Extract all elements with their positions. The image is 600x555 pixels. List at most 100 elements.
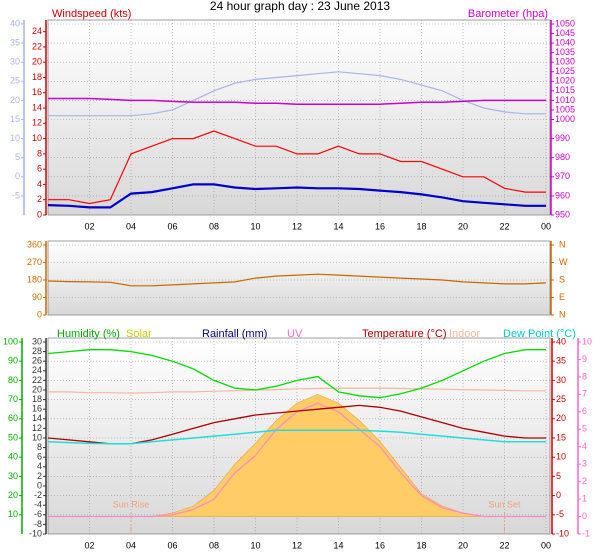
y-tick-label: 10: [10, 133, 20, 143]
x-tick-label: 20: [458, 221, 468, 231]
y-tick-label: N: [559, 309, 566, 319]
y-tick-label: 2: [582, 476, 587, 486]
y-tick-label: 980: [555, 152, 570, 162]
y-tick-label: 1: [582, 493, 587, 503]
x-tick-label: 12: [292, 221, 302, 231]
y-tick-label: 60: [8, 413, 18, 423]
x-tick-label: 10: [250, 540, 260, 550]
y-tick-label: 22: [32, 375, 42, 385]
y-tick-label: 20: [32, 384, 42, 394]
y-tick-label: 0: [37, 480, 42, 490]
line: [47, 183, 546, 209]
y-tick-label: 20: [556, 413, 566, 423]
y-tick-label: 8: [37, 442, 42, 452]
y-tick-label: 2: [37, 471, 42, 481]
y-tick-label: 90: [32, 292, 42, 302]
line: [47, 429, 546, 445]
y-tick-label: 35: [556, 356, 566, 366]
y-tick-label: -5: [12, 190, 20, 200]
y-tick-label: 5: [15, 152, 20, 162]
y-tick-label: 30: [556, 375, 566, 385]
legend-label: Indoor: [449, 328, 481, 340]
y-tick-label: 1000: [555, 114, 575, 124]
y-tick-label: 10: [582, 336, 592, 346]
y-tick-label: 30: [10, 57, 20, 67]
y-tick-label: 3: [582, 459, 587, 469]
y-tick-label: 5: [556, 471, 561, 481]
y-tick-label: 15: [10, 114, 20, 124]
y-tick-label: -6: [34, 509, 42, 519]
y-tick-label: 0: [582, 511, 587, 521]
x-tick-label: 02: [84, 540, 94, 550]
y-tick-label: 20: [32, 57, 42, 67]
y-tick-label: 1050: [555, 18, 575, 28]
y-tick-label: -5: [556, 509, 564, 519]
y-tick-label: 40: [8, 452, 18, 462]
legend-label: UV: [287, 328, 303, 340]
x-tick-label: 20: [458, 540, 468, 550]
y-tick-label: 30: [32, 336, 42, 346]
y-tick-label: 1040: [555, 37, 575, 47]
legend-label: Solar: [126, 328, 152, 340]
legend-label: Dew Point (°C): [503, 328, 576, 340]
y-tick-label: 6: [37, 452, 42, 462]
y-tick-label: 18: [32, 72, 42, 82]
y-tick-label: 40: [10, 18, 20, 28]
y-tick-label: -10: [556, 528, 569, 538]
x-tick-label: 08: [209, 221, 219, 231]
x-tick-label: 04: [126, 221, 136, 231]
y-tick-label: 0: [37, 209, 42, 219]
y-tick-label: 360: [27, 239, 42, 249]
y-tick-label: 1010: [555, 95, 575, 105]
x-tick-label: 02: [84, 221, 94, 231]
y-tick-label: 20: [8, 490, 18, 500]
legend-label: Windspeed (kts): [52, 8, 131, 20]
x-tick-label: 06: [167, 221, 177, 231]
y-tick-label: 10: [556, 452, 566, 462]
y-tick-label: 50: [8, 432, 18, 442]
y-tick-label: 20: [10, 95, 20, 105]
y-tick-label: 1005: [555, 104, 575, 114]
y-tick-label: 4: [37, 179, 42, 189]
y-tick-label: 10: [8, 509, 18, 519]
y-tick-label: 10: [32, 432, 42, 442]
line: [48, 387, 546, 394]
y-tick-label: 24: [32, 26, 42, 36]
x-tick-label: 06: [167, 540, 177, 550]
y-tick-label: 35: [10, 37, 20, 47]
y-tick-label: 18: [32, 394, 42, 404]
y-tick-label: -4: [34, 500, 42, 510]
line: [48, 71, 546, 117]
y-tick-label: 1020: [555, 76, 575, 86]
y-tick-label: 2: [37, 194, 42, 204]
y-tick-label: 14: [32, 102, 42, 112]
y-tick-label: 22: [32, 41, 42, 51]
x-tick-label: 10: [250, 221, 260, 231]
y-tick-label: 1035: [555, 47, 575, 57]
y-tick-label: N: [559, 239, 566, 249]
y-tick-label: -2: [34, 490, 42, 500]
y-tick-label: W: [559, 257, 568, 267]
y-tick-label: 6: [582, 406, 587, 416]
y-tick-label: 990: [555, 133, 570, 143]
y-tick-label: 0: [556, 490, 561, 500]
line: [48, 130, 546, 205]
y-tick-label: 6: [37, 164, 42, 174]
y-tick-label: 4: [37, 461, 42, 471]
y-tick-label: 4: [582, 441, 587, 451]
y-tick-label: 40: [556, 336, 566, 346]
legend-label: Humidity (%): [57, 328, 120, 340]
y-tick-label: 12: [32, 118, 42, 128]
y-tick-label: 8: [582, 371, 587, 381]
y-tick-label: 1015: [555, 85, 575, 95]
y-tick-label: 30: [8, 471, 18, 481]
x-tick-label: 14: [333, 221, 343, 231]
y-tick-label: 25: [556, 394, 566, 404]
x-tick-label: 22: [499, 540, 509, 550]
y-tick-label: E: [559, 292, 565, 302]
y-tick-label: -1: [582, 528, 590, 538]
y-tick-label: 1025: [555, 66, 575, 76]
legend-label: Rainfall (mm): [202, 328, 267, 340]
legend-label: Temperature (°C): [362, 328, 446, 340]
y-tick-label: -10: [29, 528, 42, 538]
